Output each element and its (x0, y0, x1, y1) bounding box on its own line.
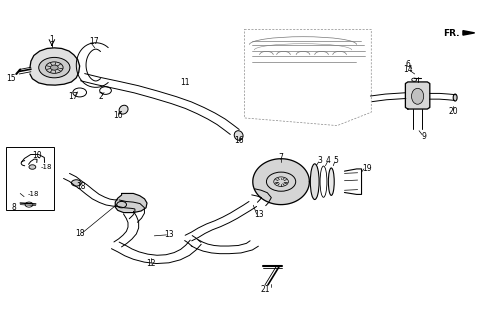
Circle shape (71, 180, 81, 186)
Ellipse shape (234, 131, 243, 140)
Text: -18: -18 (28, 191, 40, 197)
Polygon shape (252, 159, 309, 204)
Text: 17: 17 (89, 37, 99, 46)
Text: 11: 11 (180, 78, 189, 87)
Circle shape (39, 57, 70, 78)
Ellipse shape (452, 94, 456, 101)
Ellipse shape (411, 88, 423, 104)
Text: 5: 5 (333, 156, 338, 165)
Text: 14: 14 (403, 65, 412, 74)
Text: 17: 17 (68, 92, 78, 101)
Text: 9: 9 (421, 132, 426, 140)
Text: 2: 2 (98, 92, 103, 101)
Bar (5, 147, 54, 210)
Text: 8: 8 (12, 203, 17, 212)
Text: 21: 21 (260, 285, 269, 294)
Text: 19: 19 (362, 164, 371, 173)
Circle shape (117, 201, 126, 208)
Ellipse shape (310, 164, 319, 199)
Text: 10: 10 (32, 151, 42, 160)
Text: 13: 13 (254, 210, 264, 219)
Text: 15: 15 (7, 74, 16, 83)
Polygon shape (115, 194, 147, 212)
Polygon shape (30, 48, 80, 85)
Text: 7: 7 (278, 153, 283, 162)
Text: 18: 18 (76, 182, 86, 191)
Text: 16: 16 (233, 136, 243, 145)
Text: 13: 13 (164, 230, 173, 239)
Text: 12: 12 (146, 259, 155, 268)
Ellipse shape (119, 105, 128, 114)
Polygon shape (405, 82, 429, 109)
Text: -18: -18 (41, 164, 52, 170)
Text: 16: 16 (113, 111, 122, 120)
Circle shape (29, 165, 36, 169)
Text: FR.: FR. (443, 29, 459, 38)
Text: 20: 20 (447, 107, 457, 116)
Text: 6: 6 (405, 60, 409, 69)
Text: 4: 4 (325, 156, 330, 165)
Ellipse shape (328, 168, 333, 196)
Polygon shape (462, 31, 474, 35)
Circle shape (50, 65, 58, 70)
Text: 18: 18 (75, 229, 84, 238)
Text: 1: 1 (49, 35, 54, 44)
Text: 3: 3 (317, 156, 322, 165)
